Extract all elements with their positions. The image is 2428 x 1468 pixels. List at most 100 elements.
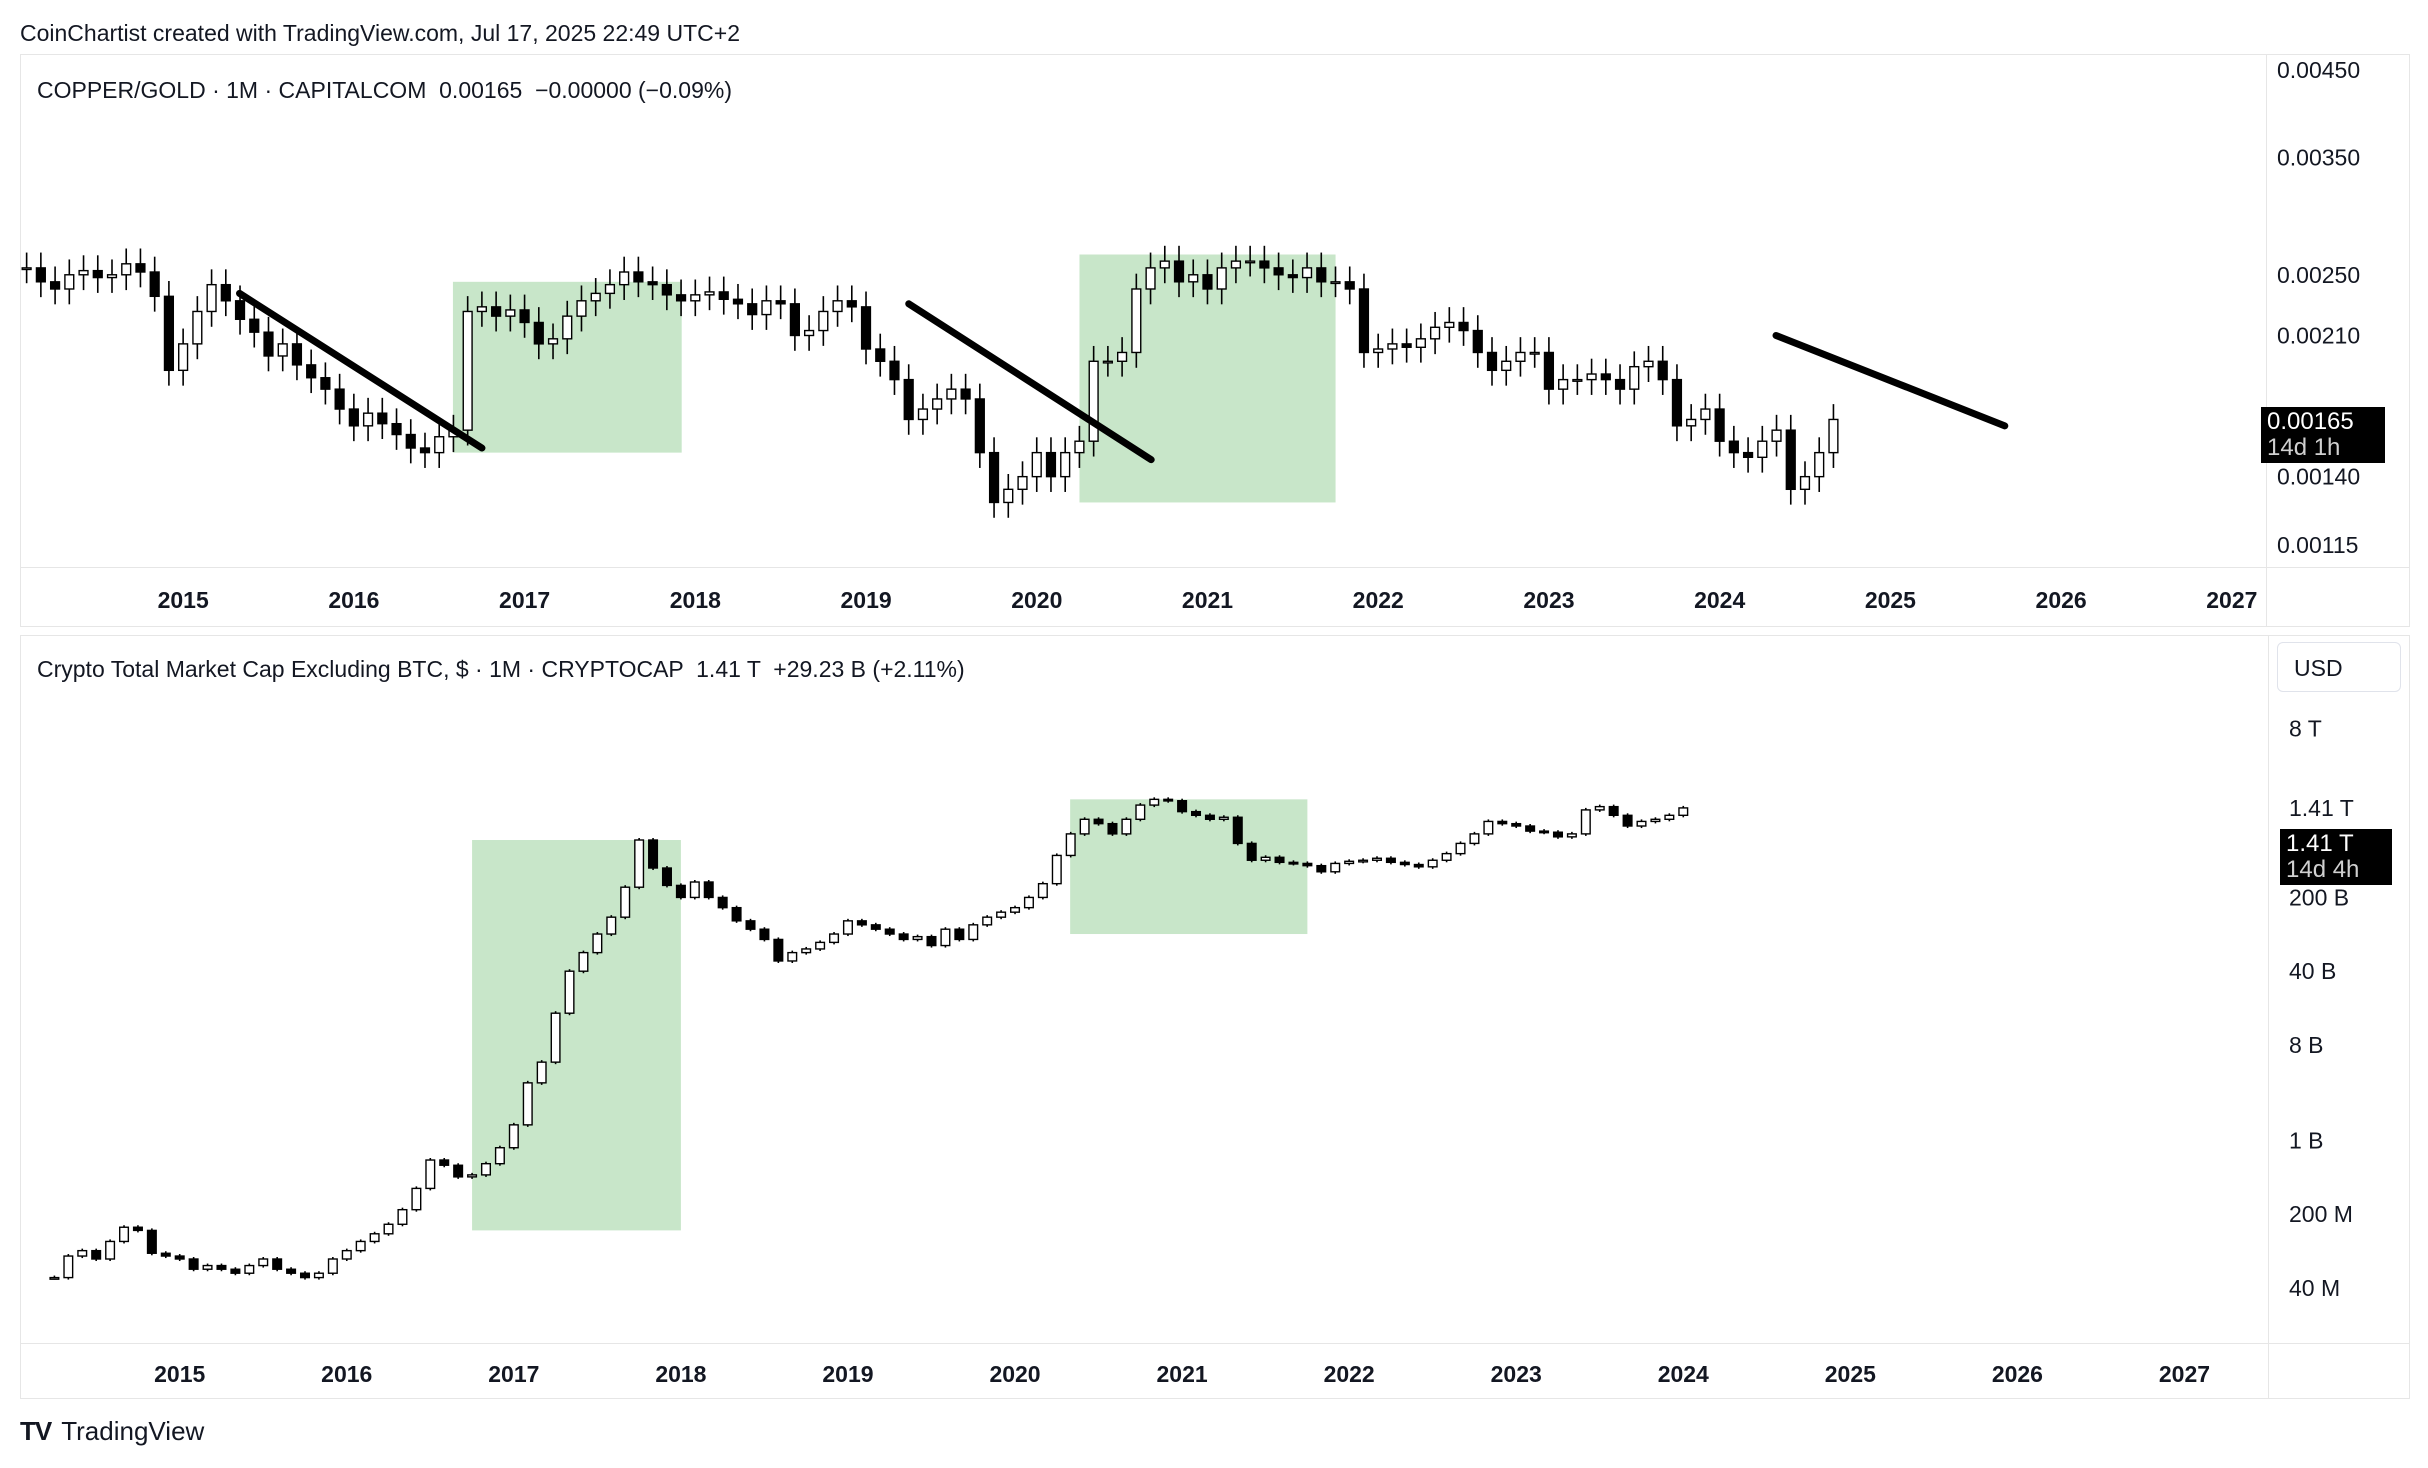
pane2-candle [1246,841,1257,863]
pane2-candle [1622,813,1633,829]
pane1-candle [846,285,857,323]
pane1-candle [106,259,118,293]
pane2-candle [1260,855,1271,863]
pane1-candle [121,248,132,291]
pane1-candle [547,323,559,360]
pane1-candle [1301,252,1313,293]
pane2-x-tick: 2026 [1992,1361,2043,1387]
pane2-candle [1469,831,1480,846]
pane1-candle [1330,266,1341,298]
pane2-candle [940,927,951,948]
pane1-trendline [236,289,486,452]
pane2-candle [1344,859,1355,866]
pane1-x-tick: 2025 [1865,587,1916,613]
pane1-candle [747,288,758,330]
pane1-candle [1714,393,1725,457]
tradingview-footer[interactable]: TV TradingView [20,1416,204,1447]
pane2-candle [661,865,672,888]
pane2-candle [954,927,965,942]
pane1-candle [1287,259,1298,293]
pane2-candle [286,1267,297,1276]
pane1-candle [1600,358,1611,395]
pane2-candle [1552,830,1563,839]
pane1-candle [1116,337,1128,377]
pane2-candle [550,1011,561,1065]
pane1-candle [1273,252,1284,291]
pane1-candle [1259,245,1270,284]
pane2-price-axis-border [2268,636,2269,1398]
pane1-candle [619,256,630,300]
pane1-candle [1572,364,1583,395]
pane1-candle [1017,461,1028,505]
pane1-x-tick: 2020 [1011,587,1062,613]
pane1-candle [562,300,573,355]
pane2-candle [1065,831,1076,858]
pane2-candle [1316,863,1327,874]
pane2-candle [1190,809,1202,818]
pane1-candle [476,291,488,327]
pane1-candle [391,408,402,450]
copper-gold-pane[interactable]: COPPER/GOLD · 1M · CAPITALCOM 0.00165 −0… [20,54,2410,627]
pane1-symbol: COPPER/GOLD · 1M · CAPITALCOM [37,77,427,103]
pane1-candle [78,255,89,291]
pane2-candle [77,1248,88,1259]
pane2-price-value: 1.41 T [2286,830,2354,857]
pane1-candle [21,252,32,284]
pane1-candle [1657,345,1668,395]
pane1-candle [1145,252,1156,305]
pane2-candle [1636,819,1647,829]
pane1-candle [860,291,872,365]
pane2-candle [815,940,826,951]
pane1-candle [1458,307,1469,346]
pane2-candle [383,1222,394,1236]
pane2-candle [1093,817,1104,826]
currency-button[interactable]: USD [2277,642,2401,692]
pane2-candle [313,1271,324,1280]
pane1-candle [64,259,75,305]
pane1-candle [1060,437,1071,492]
pane2-symbol: Crypto Total Market Cap Excluding BTC, $… [37,656,684,682]
pane2-candle [202,1263,213,1272]
pane1-price-label: 0.00165 14d 1h [2261,407,2385,463]
copper-gold-chart[interactable]: 2015 2016 2017 2018 2019 2020 2021 2022 2023 2024… [21,55,2409,626]
pane2-candle [355,1239,366,1253]
pane2-candle [1525,823,1536,834]
pane2-candle [439,1158,450,1168]
pane1-candle [419,432,431,468]
pane1-candle [988,437,1000,518]
pane1-candle [1230,245,1242,284]
pane1-candle [690,279,701,317]
pane2-y-tick: 200 M [2289,1201,2353,1227]
pane1-candle [1686,404,1697,442]
pane1-candle [732,283,744,320]
pane2-candle [146,1228,157,1256]
pane2-candle [1539,829,1550,835]
pane2-candle [1371,856,1383,863]
pane1-candle [789,288,800,351]
pane2-y-tick: 1.41 T [2289,795,2354,821]
pane1-change: −0.00000 (−0.09%) [535,77,732,103]
crypto-cap-pane[interactable]: Crypto Total Market Cap Excluding BTC, $… [20,635,2410,1399]
pane1-candle [704,276,715,311]
pane2-candle [773,937,784,963]
pane2-candle [411,1186,422,1212]
pane2-candle [884,927,895,937]
pane2-candle [1023,895,1034,910]
pane2-candle [968,922,979,942]
pane2-candle [1497,819,1508,826]
pane2-x-tick: 2020 [989,1361,1040,1387]
pane1-x-tick: 2017 [499,587,550,613]
pane2-candle [341,1248,352,1262]
pane2-candle [996,910,1007,920]
pane2-legend: Crypto Total Market Cap Excluding BTC, $… [37,656,965,683]
pane1-x-tick: 2016 [328,587,379,613]
crypto-cap-chart[interactable]: 2015 2016 2017 2018 2019 2020 2021 2022 2023 2024… [21,636,2409,1398]
pane1-candle [35,252,46,298]
pane2-x-tick: 2023 [1491,1361,1542,1387]
pane2-candle [188,1256,199,1272]
pane1-last: 0.00165 [439,77,523,103]
pane1-candle [1401,328,1412,363]
pane2-candle [801,946,812,955]
pane2-candle [105,1239,116,1262]
pane1-candle [875,333,886,377]
